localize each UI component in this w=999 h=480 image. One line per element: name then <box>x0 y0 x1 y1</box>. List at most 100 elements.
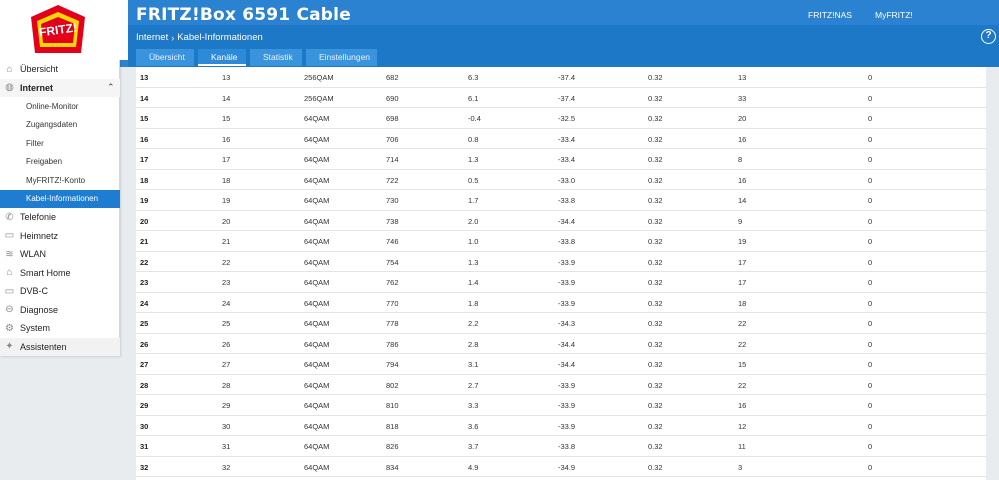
gear-icon: ⚙ <box>5 322 14 334</box>
table-cell: 31 <box>222 442 231 451</box>
home-icon: ⌂ <box>6 63 13 75</box>
table-cell: 29 <box>222 401 231 410</box>
sidebar-item-dvb-c[interactable]: ▭ DVB-C <box>0 282 120 301</box>
sidebar-item-label: Zugangsdaten <box>26 120 78 130</box>
sidebar-item-ubersicht[interactable]: ⌂ Übersicht <box>0 60 120 79</box>
tab-kanaele[interactable]: Kanäle <box>198 49 246 66</box>
table-row: 19 19 64QAM 730 1.7 -33.8 0.32 14 0 <box>136 190 994 211</box>
table-cell: 0.8 <box>468 134 479 144</box>
tab-statistik[interactable]: Statistik <box>250 49 302 66</box>
table-cell: 0 <box>868 339 873 349</box>
table-cell: 14 <box>140 93 149 103</box>
app-title: FRITZ!Box 6591 Cable <box>136 5 351 25</box>
sidebar-item-assistenten[interactable]: ✦ Assistenten <box>0 337 120 356</box>
table-row: 32 32 64QAM 834 4.9 -34.9 0.32 3 0 <box>136 457 994 477</box>
table-cell: 0.32 <box>648 73 663 82</box>
sidebar-item-label: WLAN <box>20 249 47 260</box>
sidebar-item-myfritz-konto[interactable]: MyFRITZ!-Konto <box>0 171 120 190</box>
sidebar-item-zugangsdaten[interactable]: Zugangsdaten <box>0 116 120 135</box>
table-cell: 12 <box>738 421 747 431</box>
table-cell: 0.32 <box>648 319 663 328</box>
sidebar-item-internet[interactable]: ◍ Internet ⌃ <box>0 78 120 97</box>
table-cell: -33.8 <box>558 442 576 451</box>
table-row: 15 15 64QAM 698 -0.4 -32.5 0.32 20 0 <box>136 108 994 129</box>
table-cell: 22 <box>738 319 747 328</box>
sidebar-item-online-monitor[interactable]: Online-Monitor <box>0 97 120 116</box>
chevron-up-icon[interactable]: ⌃ <box>107 82 115 93</box>
table-cell: 21 <box>222 237 231 246</box>
sidebar-item-label: MyFRITZ!-Konto <box>26 175 86 185</box>
sidebar-item-telefonie[interactable]: ✆ Telefonie <box>0 208 120 227</box>
table-cell: 21 <box>140 237 149 246</box>
table-cell: 64QAM <box>304 257 330 267</box>
myfritz-link[interactable]: MyFRITZ! <box>875 10 913 20</box>
table-cell: 0.32 <box>648 278 663 287</box>
table-cell: 0.32 <box>648 360 663 369</box>
table-cell: 20 <box>222 216 231 226</box>
table-row: 16 16 64QAM 706 0.8 -33.4 0.32 16 0 <box>136 129 994 149</box>
table-cell: 0 <box>868 319 873 328</box>
table-cell: 64QAM <box>304 216 330 226</box>
svg-text:FRITZ!: FRITZ! <box>38 20 78 39</box>
table-row: 29 29 64QAM 810 3.3 -33.9 0.32 16 0 <box>136 395 994 416</box>
table-cell: 13 <box>140 73 149 82</box>
help-icon[interactable]: ? <box>981 29 996 44</box>
table-cell: 29 <box>140 401 149 410</box>
table-cell: 14 <box>738 196 747 205</box>
table-cell: -33.9 <box>558 380 576 390</box>
fritz-nas-link[interactable]: FRITZ!NAS <box>808 10 852 20</box>
table-cell: 64QAM <box>304 237 330 246</box>
table-cell: 0.32 <box>648 421 663 431</box>
sidebar-item-heimnetz[interactable]: ▭ Heimnetz <box>0 227 120 246</box>
table-cell: 64QAM <box>304 319 330 328</box>
table-cell: 1.0 <box>468 237 479 246</box>
table-cell: 64QAM <box>304 421 330 431</box>
table-cell: 3.6 <box>468 421 479 431</box>
table-cell: 20 <box>140 216 149 226</box>
sidebar-item-filter[interactable]: Filter <box>0 134 120 153</box>
table-cell: 746 <box>386 237 399 246</box>
table-cell: 17 <box>738 257 747 267</box>
table-cell: 0 <box>868 462 873 472</box>
table-cell: 22 <box>140 257 149 267</box>
sidebar-item-freigaben[interactable]: Freigaben <box>0 153 120 172</box>
table-cell: 64QAM <box>304 339 330 349</box>
table-cell: 690 <box>386 93 399 103</box>
channel-table: 13 13 256QAM 682 6.3 -37.4 0.32 13 0 14 14 256QAM 69… <box>136 67 994 480</box>
sidebar-item-system[interactable]: ⚙ System <box>0 319 120 338</box>
table-cell: 33 <box>738 93 747 103</box>
table-row: 25 25 64QAM 778 2.2 -34.3 0.32 22 0 <box>136 313 994 334</box>
breadcrumb: Internet › Kabel-Informationen <box>136 32 263 43</box>
sidebar-item-smart-home[interactable]: ⌂ Smart Home <box>0 264 120 283</box>
table-cell: 0 <box>868 134 873 144</box>
table-cell: 23 <box>222 278 231 287</box>
scrollbar[interactable] <box>986 67 999 480</box>
table-cell: -34.4 <box>558 360 576 369</box>
table-cell: 32 <box>222 462 231 472</box>
table-cell: 16 <box>738 175 747 185</box>
fritz-logo[interactable]: FRITZ! <box>27 3 89 55</box>
smart-home-icon: ⌂ <box>6 267 13 279</box>
sidebar-item-diagnose[interactable]: ⊖ Diagnose <box>0 301 120 320</box>
sidebar-item-label: Online-Monitor <box>26 101 79 111</box>
table-cell: 3.7 <box>468 442 479 451</box>
table-cell: 9 <box>738 216 743 226</box>
table-cell: 30 <box>140 421 149 431</box>
tv-icon: ▭ <box>4 285 15 297</box>
table-cell: 13 <box>738 73 747 82</box>
table-cell: 64QAM <box>304 380 330 390</box>
table-cell: 24 <box>222 298 231 308</box>
table-cell: 0.32 <box>648 442 663 451</box>
table-cell: 794 <box>386 360 399 369</box>
sidebar-item-label: Diagnose <box>20 304 59 315</box>
tab-ubersicht[interactable]: Übersicht <box>136 49 194 66</box>
sidebar-item-wlan[interactable]: ≋ WLAN <box>0 245 120 264</box>
table-cell: 1.7 <box>468 196 479 205</box>
table-cell: 786 <box>386 339 399 349</box>
table-cell: 0.32 <box>648 257 663 267</box>
breadcrumb-section[interactable]: Internet <box>136 32 169 43</box>
tab-einstellungen[interactable]: Einstellungen <box>306 49 377 66</box>
table-cell: 3.3 <box>468 401 479 410</box>
table-cell: 0.5 <box>468 175 479 185</box>
sidebar-item-kabel-informationen[interactable]: Kabel-Informationen <box>0 189 120 208</box>
